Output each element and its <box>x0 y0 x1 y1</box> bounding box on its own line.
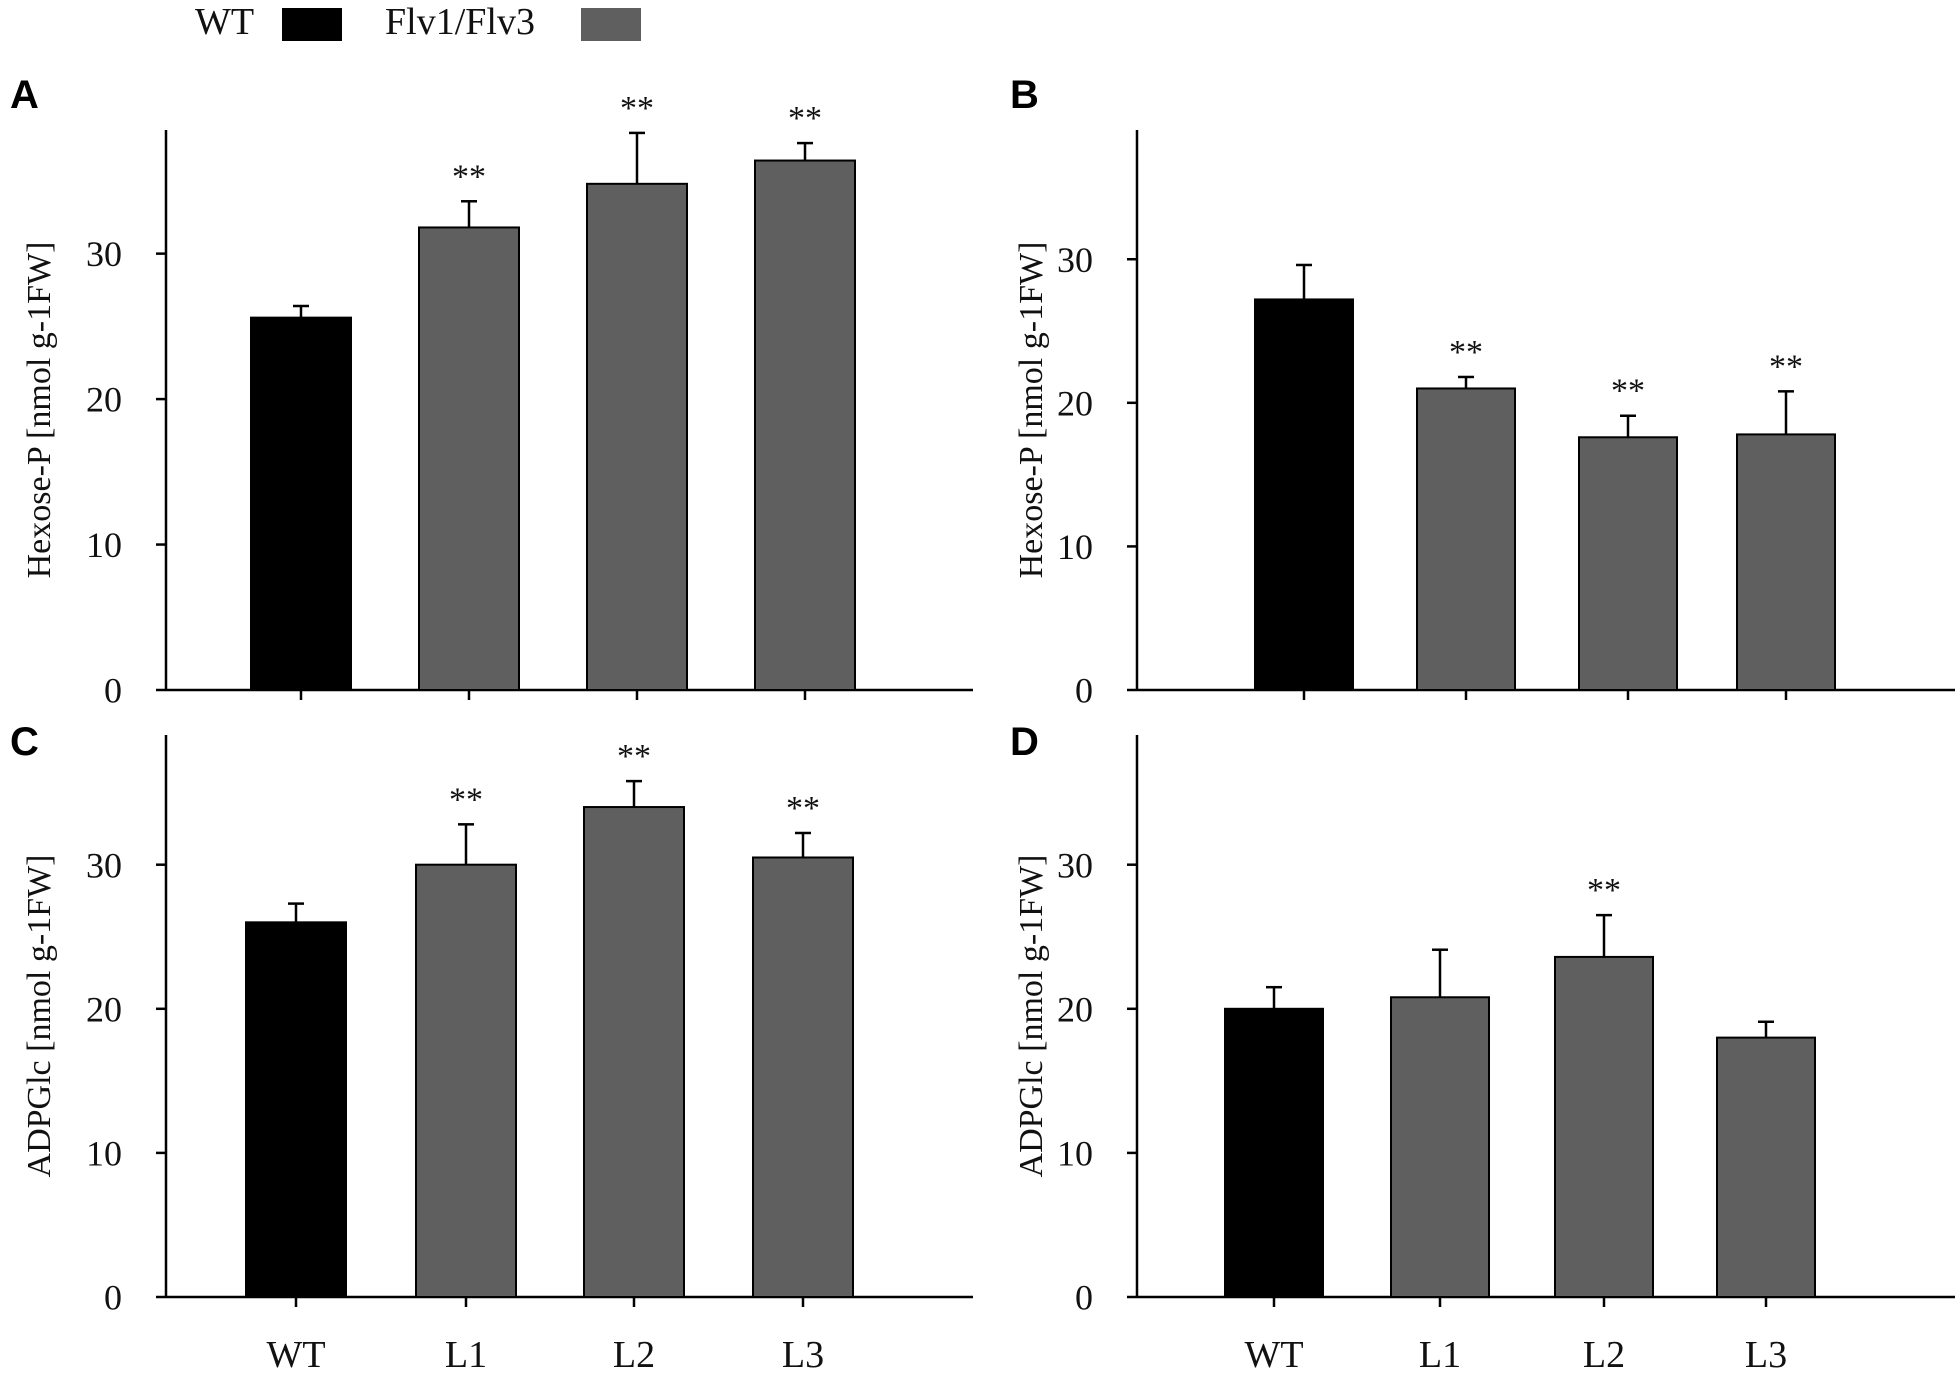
y-axis-label: ADPGlc [nmol g-1FW] <box>21 855 58 1178</box>
y-tick-label: 30 <box>86 234 122 274</box>
panel-letter: D <box>1010 720 1039 764</box>
y-tick-label: 0 <box>104 671 122 711</box>
bar-L2 <box>1554 955 1654 1299</box>
y-axis-label: Hexose-P [nmol g-1FW] <box>21 242 58 579</box>
panel-A: A Hexose-P [nmol g-1FW] 0 10 20 30 ** ** ** <box>10 73 973 711</box>
bar-L1 <box>418 226 520 691</box>
bar-L3 <box>754 159 856 691</box>
significance-label: ** <box>786 790 820 827</box>
x-tick-label: WT <box>1244 1334 1303 1376</box>
panel-D: D ADPGlc [nmol g-1FW] 0 10 20 30 WT L1 ** L2 L3 <box>1010 720 1955 1376</box>
legend-swatch-flv <box>581 8 641 41</box>
y-tick-label: 10 <box>86 525 122 565</box>
bar-L2 <box>1578 436 1678 691</box>
bar-L2 <box>586 182 688 691</box>
bar-L3 <box>752 856 854 1298</box>
significance-label: ** <box>788 100 822 137</box>
significance-label: ** <box>1611 373 1645 410</box>
y-tick-label: 0 <box>1075 1278 1093 1318</box>
x-tick-label: L3 <box>782 1334 824 1376</box>
bar-WT <box>1254 298 1354 691</box>
y-tick-label: 30 <box>86 845 122 885</box>
significance-label: ** <box>452 158 486 195</box>
bar-L1 <box>415 863 517 1298</box>
y-tick-label: 20 <box>1057 989 1093 1029</box>
panel-letter: A <box>10 73 39 117</box>
y-tick-label: 30 <box>1057 845 1093 885</box>
y-tick-label: 10 <box>1057 1133 1093 1173</box>
bar-WT <box>245 921 347 1298</box>
bar-L3 <box>1736 433 1836 691</box>
significance-label: ** <box>449 781 483 818</box>
y-tick-label: 0 <box>1075 671 1093 711</box>
bar-L2 <box>583 806 685 1298</box>
y-axis-label: Hexose-P [nmol g-1FW] <box>1013 242 1050 579</box>
panel-B: B Hexose-P [nmol g-1FW] 0 10 20 30 ** ** ** <box>1010 73 1955 711</box>
y-tick-label: 0 <box>104 1278 122 1318</box>
panel-letter: C <box>10 720 39 764</box>
legend-label-wt: WT <box>195 1 254 43</box>
y-tick-label: 20 <box>86 989 122 1029</box>
legend: WT Flv1/Flv3 <box>195 1 641 43</box>
x-tick-label: L1 <box>1419 1334 1461 1376</box>
y-tick-label: 30 <box>1057 240 1093 280</box>
bar-WT <box>250 316 352 691</box>
y-axis-label: ADPGlc [nmol g-1FW] <box>1013 855 1050 1178</box>
legend-swatch-wt <box>282 8 342 41</box>
significance-label: ** <box>1449 334 1483 371</box>
bar-L1 <box>1416 387 1516 691</box>
x-tick-label: L2 <box>613 1334 655 1376</box>
x-tick-label: L2 <box>1583 1334 1625 1376</box>
y-tick-label: 20 <box>86 380 122 420</box>
y-tick-label: 10 <box>1057 527 1093 567</box>
x-tick-label: L1 <box>445 1334 487 1376</box>
significance-label: ** <box>617 738 651 775</box>
significance-label: ** <box>1769 348 1803 385</box>
significance-label: ** <box>620 90 654 127</box>
y-tick-label: 10 <box>86 1133 122 1173</box>
significance-label: ** <box>1587 872 1621 909</box>
x-tick-label: L3 <box>1745 1334 1787 1376</box>
bar-WT <box>1224 1007 1324 1298</box>
y-tick-label: 20 <box>1057 383 1093 423</box>
bar-L3 <box>1716 1036 1816 1298</box>
bar-L1 <box>1390 996 1490 1298</box>
legend-label-flv: Flv1/Flv3 <box>385 1 535 43</box>
panel-letter: B <box>1010 73 1039 117</box>
panel-C: C ADPGlc [nmol g-1FW] 0 10 20 30 WT ** L1 ** L2 ** L… <box>10 720 973 1376</box>
x-tick-label: WT <box>266 1334 325 1376</box>
